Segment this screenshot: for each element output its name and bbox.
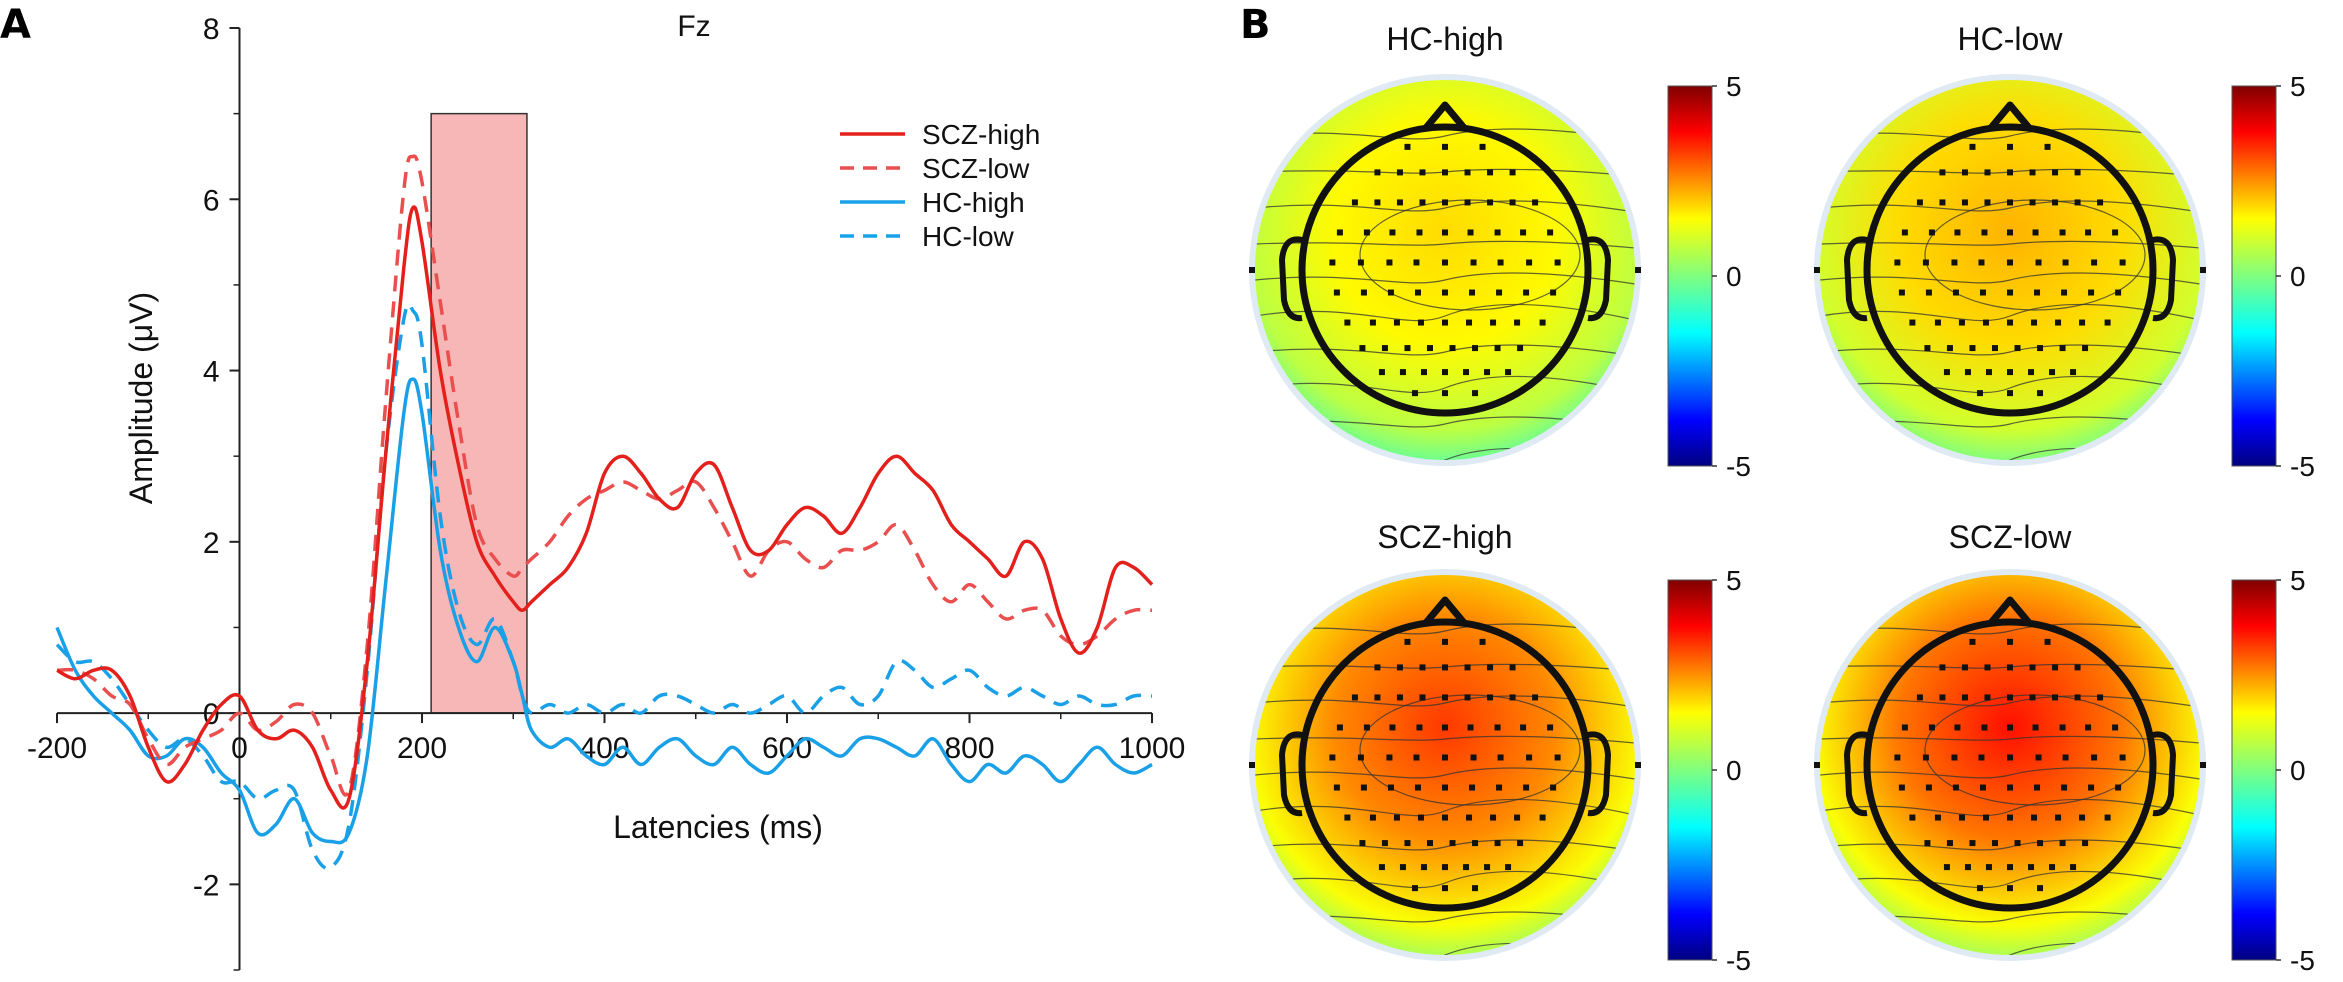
- nose: [1987, 596, 2033, 627]
- y-tick-label: 2: [203, 527, 220, 560]
- topomap-title: HC-high: [1386, 21, 1503, 57]
- electrode-left-edge: [1249, 762, 1255, 768]
- topomap-title: HC-low: [1958, 21, 2064, 57]
- right-ear: [1587, 236, 1612, 322]
- head-outline: [1863, 618, 2157, 912]
- legend-label: HC-high: [922, 187, 1025, 218]
- topomap-scz-low: SCZ-low 5 0 -5: [1814, 519, 2315, 976]
- legend-label: SCZ-low: [922, 153, 1030, 184]
- colorbar-tick-label: 5: [2290, 565, 2306, 596]
- nose: [1422, 596, 1468, 627]
- topomap-title: SCZ-high: [1377, 519, 1512, 555]
- head-outline: [1298, 618, 1592, 912]
- colorbar-tick-label: 0: [2290, 755, 2306, 786]
- colorbar: [2231, 579, 2277, 961]
- nose: [1987, 101, 2033, 132]
- panel-letter-a: A: [0, 2, 31, 48]
- electrode-right-edge: [1635, 267, 1641, 273]
- topomap-title: SCZ-low: [1949, 519, 2073, 555]
- colorbar-tick-label: 5: [1726, 565, 1742, 596]
- legend-label: HC-low: [922, 221, 1015, 252]
- panel-letter-b: B: [1240, 2, 1271, 48]
- electrodes: [1329, 143, 1561, 397]
- colorbar: [1667, 85, 1713, 467]
- series-line-hc-low: [55, 302, 1153, 870]
- left-ear: [1843, 236, 1868, 322]
- electrode-left-edge: [1814, 267, 1820, 273]
- x-tick-label: 0: [231, 732, 248, 765]
- colorbar-tick-label: 5: [2290, 71, 2306, 102]
- head-outline: [1863, 123, 2157, 417]
- left-ear: [1278, 731, 1303, 817]
- topomap-field: [1255, 575, 1635, 955]
- topomap-hc-high: HC-high 5 0 -5: [1249, 21, 1751, 482]
- right-ear: [2152, 236, 2177, 322]
- series-line-hc-high: [55, 377, 1153, 845]
- y-tick-label: 8: [203, 13, 220, 46]
- colorbar-tick-label: 5: [1726, 71, 1742, 102]
- x-tick-label: 200: [397, 732, 447, 765]
- electrodes: [1894, 143, 2126, 397]
- left-ear: [1278, 236, 1303, 322]
- colorbar-tick-label: 0: [1726, 261, 1742, 292]
- right-ear: [1587, 731, 1612, 817]
- colorbar: [2231, 85, 2277, 467]
- series-line-scz-high: [56, 205, 1154, 810]
- left-ear: [1843, 731, 1868, 817]
- colorbar-tick-label: -5: [1726, 945, 1751, 976]
- colorbar-tick-label: -5: [2290, 451, 2315, 482]
- x-axis-label: Latencies (ms): [613, 809, 823, 845]
- y-axis-label: Amplitude (μV): [123, 292, 159, 504]
- topomap-scz-high: SCZ-high 5 0 -5: [1249, 519, 1751, 976]
- electrode-right-edge: [1635, 762, 1641, 768]
- topomap-field: [1820, 80, 2200, 460]
- electrode-left-edge: [1249, 267, 1255, 273]
- y-tick-label: -2: [193, 869, 220, 902]
- topomap-field: [1820, 575, 2200, 955]
- colorbar-tick-label: 0: [2290, 261, 2306, 292]
- colorbar-tick-label: -5: [1726, 451, 1751, 482]
- topomap-hc-low: HC-low 5 0 -5: [1814, 21, 2315, 482]
- head-outline: [1298, 123, 1592, 417]
- right-ear: [2152, 731, 2177, 817]
- y-tick-label: 4: [203, 356, 220, 389]
- topomap-field: [1255, 80, 1635, 460]
- x-tick-label: -200: [27, 732, 87, 765]
- colorbar: [1667, 579, 1713, 961]
- electrodes: [1329, 638, 1561, 892]
- legend-label: SCZ-high: [922, 119, 1040, 150]
- x-tick-label: 1000: [1119, 732, 1186, 765]
- electrode-right-edge: [2200, 267, 2206, 273]
- chart-title: Fz: [677, 10, 710, 43]
- x-tick-label: 800: [944, 732, 994, 765]
- electrode-right-edge: [2200, 762, 2206, 768]
- y-tick-label: 6: [203, 184, 220, 217]
- electrode-left-edge: [1814, 762, 1820, 768]
- nose: [1422, 101, 1468, 132]
- electrodes: [1894, 638, 2126, 892]
- colorbar-tick-label: -5: [2290, 945, 2315, 976]
- colorbar-tick-label: 0: [1726, 755, 1742, 786]
